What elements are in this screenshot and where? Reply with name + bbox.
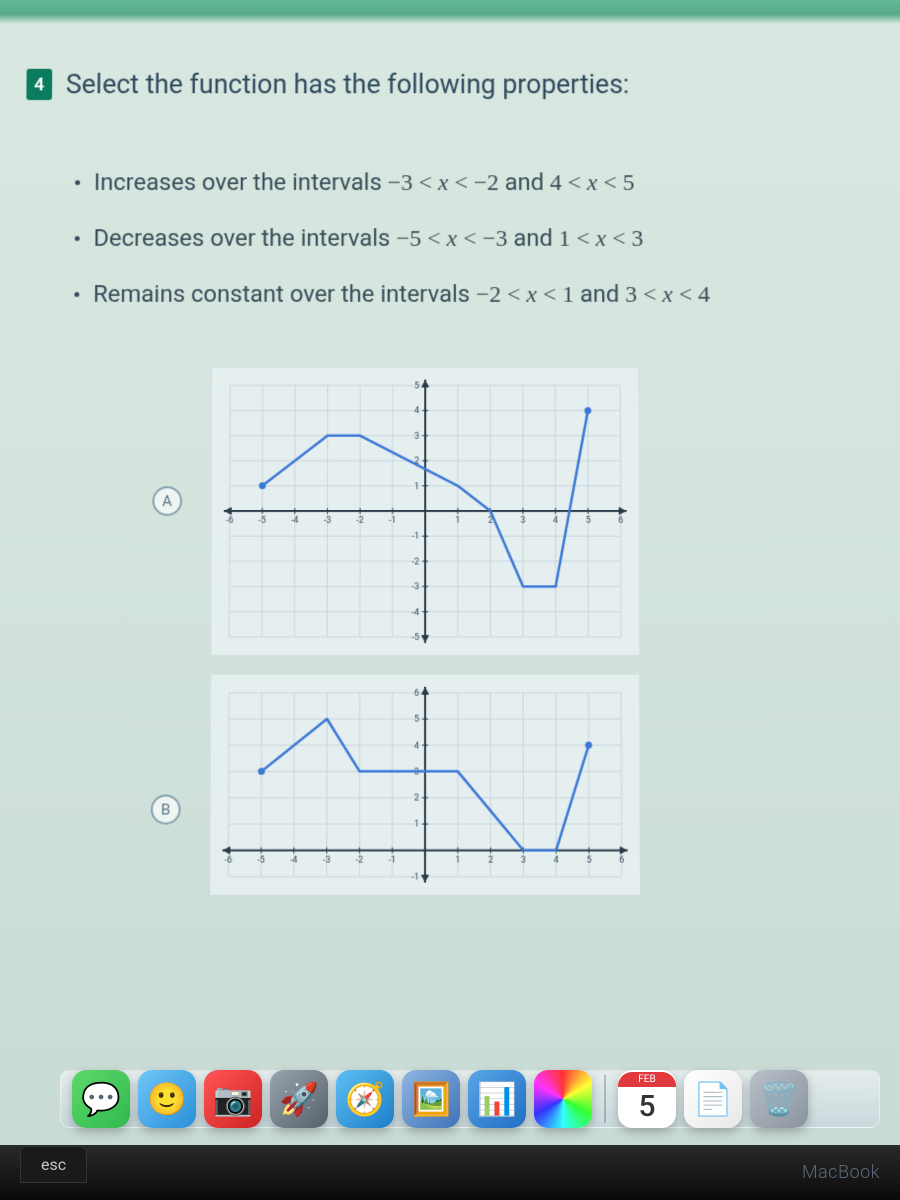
graph-a: -6-5-4-3-2-1123456-5-4-3-2-112345 [211, 368, 639, 655]
dock-separator [604, 1075, 606, 1123]
svg-text:-4: -4 [412, 608, 420, 618]
screen-area: 4 Select the function has the following … [0, 0, 900, 1200]
svg-text:-3: -3 [412, 583, 420, 593]
svg-text:1: 1 [455, 516, 460, 526]
join-word: and [580, 280, 619, 308]
svg-text:2: 2 [488, 855, 493, 865]
macos-dock: 💬🙂📷🚀🧭🖼️📊 FEB5📄🗑️ [60, 1038, 880, 1128]
trash-icon[interactable]: 🗑️ [750, 1070, 808, 1128]
answer-option[interactable]: B -6-5-4-3-2-1123456-1123456 [150, 675, 859, 895]
svg-text:-4: -4 [291, 516, 299, 526]
laptop-chassis: esc MacBook [0, 1145, 900, 1200]
svg-text:-5: -5 [257, 855, 265, 865]
safari-icon[interactable]: 🧭 [336, 1070, 394, 1128]
property-label: Remains constant over the intervals [93, 280, 470, 308]
calendar-icon[interactable]: FEB5 [618, 1070, 676, 1128]
svg-text:-4: -4 [290, 855, 298, 865]
svg-text:5: 5 [586, 516, 591, 526]
svg-text:-1: -1 [388, 855, 396, 865]
colorwheel-icon[interactable] [534, 1070, 592, 1128]
graph-a-wrap: -6-5-4-3-2-1123456-5-4-3-2-112345 [211, 368, 639, 655]
svg-text:6: 6 [414, 689, 419, 699]
bullet-icon [75, 180, 80, 185]
join-word: and [513, 224, 552, 251]
interval-text: 4 < [550, 170, 587, 195]
dock-items: 💬🙂📷🚀🧭🖼️📊 FEB5📄🗑️ [60, 1070, 820, 1128]
svg-text:4: 4 [414, 741, 419, 751]
svg-text:-1: -1 [411, 873, 419, 883]
interval-text: −2 < [476, 282, 527, 308]
answer-option[interactable]: A -6-5-4-3-2-1123456-5-4-3-2-112345 [152, 368, 858, 655]
property-label: Increases over the intervals [94, 168, 382, 195]
property-row: Remains constant over the intervals −2 <… [74, 280, 855, 308]
svg-text:3: 3 [520, 516, 525, 526]
svg-text:3: 3 [521, 855, 526, 865]
svg-text:5: 5 [414, 382, 419, 392]
interval-text: 3 < [625, 282, 662, 308]
answers-block: A -6 -5 -4 -3 -2 -1 1 2 3 4 5 6 -5 -4 -3 -2 -1 1 2 3 4 5 B -6… [150, 368, 859, 895]
svg-text:-3: -3 [323, 855, 331, 865]
answer-radio-b[interactable]: B [151, 795, 181, 825]
svg-text:1: 1 [414, 820, 419, 830]
svg-text:-2: -2 [356, 855, 364, 865]
property-row: Increases over the intervals −3 < x < −2… [75, 168, 855, 196]
svg-text:-2: -2 [356, 516, 364, 526]
svg-text:-2: -2 [412, 557, 420, 567]
svg-text:4: 4 [554, 855, 559, 865]
interval-text: 1 < [559, 226, 596, 251]
question-number-badge: 4 [26, 69, 52, 100]
question-header: 4 Select the function has the following … [26, 69, 854, 100]
property-label: Decreases over the intervals [93, 224, 390, 251]
svg-text:-1: -1 [389, 516, 397, 526]
svg-text:1: 1 [455, 855, 460, 865]
bullet-icon [74, 292, 79, 297]
photobooth-icon[interactable]: 📷 [204, 1070, 262, 1128]
question-title: Select the function has the following pr… [66, 69, 630, 100]
finder-icon[interactable]: 🙂 [138, 1070, 196, 1128]
svg-text:-6: -6 [225, 855, 233, 865]
graph-b-wrap: -6-5-4-3-2-1123456-1123456 [210, 675, 640, 895]
svg-text:3: 3 [414, 432, 419, 442]
bullet-icon [75, 236, 80, 241]
svg-text:6: 6 [618, 516, 623, 526]
messages-icon[interactable]: 💬 [72, 1070, 130, 1128]
svg-text:6: 6 [619, 855, 624, 865]
svg-text:-3: -3 [324, 516, 332, 526]
join-word: and [505, 168, 544, 195]
interval-text: −3 < [388, 170, 438, 195]
esc-key[interactable]: esc [20, 1146, 87, 1183]
svg-text:-1: -1 [412, 532, 420, 542]
svg-text:4: 4 [414, 407, 419, 417]
svg-text:-5: -5 [412, 633, 420, 643]
question-page: 4 Select the function has the following … [0, 10, 900, 955]
preview-icon[interactable]: 🖼️ [402, 1070, 460, 1128]
brand-label: MacBook [802, 1162, 880, 1183]
interval-text: −5 < [396, 226, 446, 251]
pages-icon[interactable]: 📄 [684, 1070, 742, 1128]
svg-text:-5: -5 [258, 516, 266, 526]
launchpad-icon[interactable]: 🚀 [270, 1070, 328, 1128]
svg-text:4: 4 [553, 516, 558, 526]
answer-radio-a[interactable]: A [152, 486, 182, 516]
property-row: Decreases over the intervals −5 < x < −3… [75, 224, 855, 252]
svg-text:5: 5 [586, 855, 591, 865]
keynote-icon[interactable]: 📊 [468, 1070, 526, 1128]
svg-text:1: 1 [414, 482, 419, 492]
svg-text:5: 5 [414, 715, 419, 725]
graph-b: -6-5-4-3-2-1123456-1123456 [210, 675, 640, 895]
properties-list: Increases over the intervals −3 < x < −2… [74, 168, 855, 308]
svg-text:-6: -6 [226, 516, 234, 526]
svg-text:2: 2 [414, 794, 419, 804]
